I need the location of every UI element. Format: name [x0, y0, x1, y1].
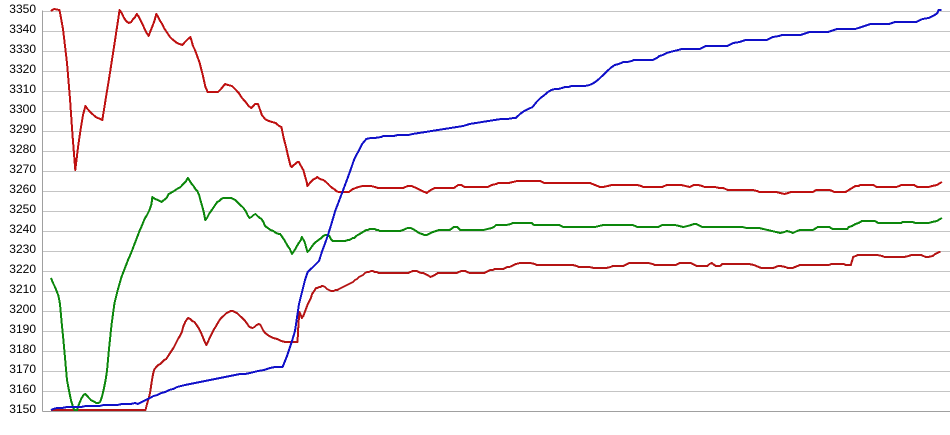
svg-text:3230: 3230 — [9, 242, 36, 256]
svg-text:3220: 3220 — [9, 262, 36, 276]
svg-text:3160: 3160 — [9, 382, 36, 396]
svg-text:3300: 3300 — [9, 102, 36, 116]
svg-text:3270: 3270 — [9, 162, 36, 176]
svg-text:3310: 3310 — [9, 82, 36, 96]
svg-text:3290: 3290 — [9, 122, 36, 136]
svg-text:3200: 3200 — [9, 302, 36, 316]
svg-text:3350: 3350 — [9, 2, 36, 16]
svg-text:3150: 3150 — [9, 402, 36, 416]
svg-text:3250: 3250 — [9, 202, 36, 216]
svg-text:3180: 3180 — [9, 342, 36, 356]
svg-text:3340: 3340 — [9, 22, 36, 36]
svg-text:3330: 3330 — [9, 42, 36, 56]
svg-text:3280: 3280 — [9, 142, 36, 156]
svg-text:3240: 3240 — [9, 222, 36, 236]
svg-text:3210: 3210 — [9, 282, 36, 296]
svg-text:3260: 3260 — [9, 182, 36, 196]
svg-text:3320: 3320 — [9, 62, 36, 76]
svg-text:3190: 3190 — [9, 322, 36, 336]
svg-text:3170: 3170 — [9, 362, 36, 376]
